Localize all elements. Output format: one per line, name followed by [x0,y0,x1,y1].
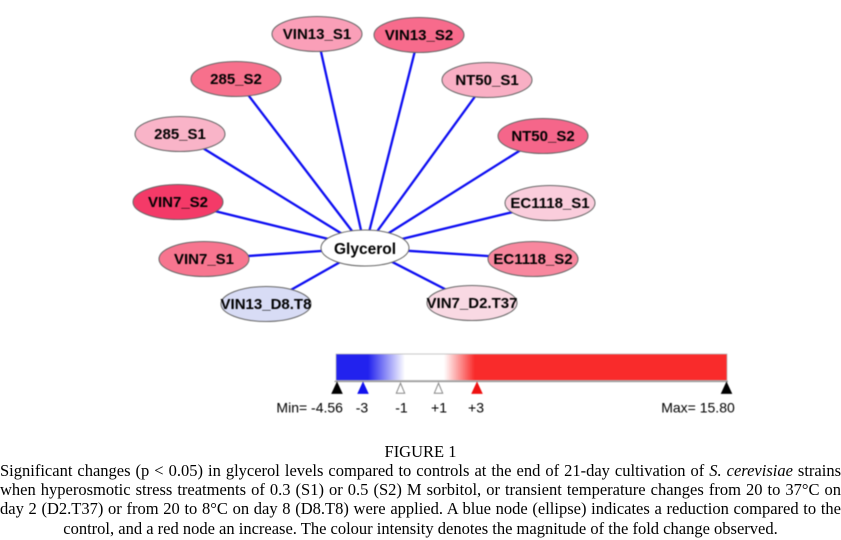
svg-text:NT50_S1: NT50_S1 [455,72,518,89]
svg-text:Glycerol: Glycerol [334,241,396,258]
svg-text:+1: +1 [431,400,447,416]
svg-text:VIN7_S1: VIN7_S1 [174,251,234,268]
svg-text:NT50_S2: NT50_S2 [511,128,574,145]
svg-text:EC1118_S2: EC1118_S2 [493,251,572,268]
svg-text:VIN13_D8.T8: VIN13_D8.T8 [221,296,312,313]
svg-text:+3: +3 [468,400,484,416]
svg-text:VIN13_S2: VIN13_S2 [385,27,453,44]
svg-text:285_S1: 285_S1 [154,126,206,143]
svg-text:285_S2: 285_S2 [210,71,262,88]
svg-text:VIN13_S1: VIN13_S1 [283,26,351,43]
svg-text:VIN7_S2: VIN7_S2 [148,194,208,211]
svg-text:Min= -4.56: Min= -4.56 [276,400,343,416]
svg-text:VIN7_D2.T37: VIN7_D2.T37 [427,295,518,312]
svg-text:-3: -3 [356,400,369,416]
svg-text:Max= 15.80: Max= 15.80 [661,400,735,416]
svg-text:-1: -1 [395,400,408,416]
svg-text:EC1118_S1: EC1118_S1 [510,195,589,212]
